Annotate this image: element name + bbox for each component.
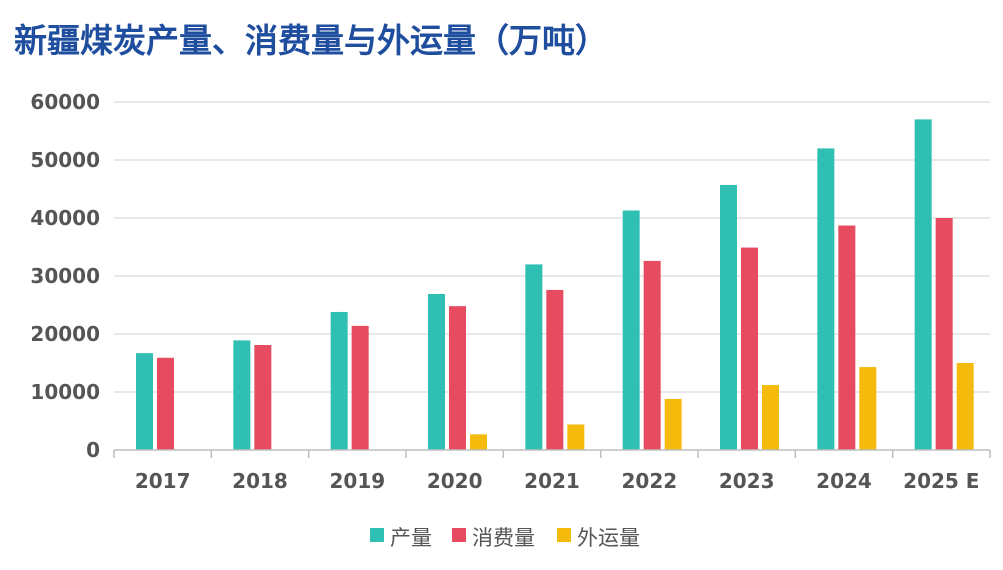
bar-2-2020 — [449, 306, 466, 450]
y-tick-label: 20000 — [30, 322, 100, 346]
bar-1-2025E — [914, 119, 932, 451]
bar-3-2022 — [664, 398, 682, 450]
legend-label: 外运量 — [577, 526, 640, 550]
x-tick-label: 2023 — [719, 469, 775, 493]
legend-swatch — [370, 528, 384, 542]
legend-label: 消费量 — [472, 526, 535, 550]
bar-1-2018 — [233, 340, 251, 450]
x-tick-label: 2017 — [135, 469, 191, 493]
bar-1-2024 — [817, 148, 835, 450]
x-tick-label: 2024 — [816, 469, 872, 493]
bar-2-2021 — [546, 289, 564, 450]
bar-1-2021 — [525, 264, 543, 450]
legend-swatch — [452, 528, 466, 542]
bar-3-2020 — [470, 434, 487, 450]
bar-2-2017 — [157, 357, 174, 450]
y-tick-label: 10000 — [30, 380, 100, 404]
y-tick-label: 30000 — [30, 264, 100, 288]
legend-swatch — [557, 528, 571, 542]
bar-2-2023 — [741, 247, 758, 450]
y-tick-label: 60000 — [30, 90, 100, 114]
y-tick-label: 0 — [86, 438, 100, 462]
legend: 产量 消费量 外运量 — [370, 526, 640, 550]
bar-2-2024 — [838, 225, 856, 450]
x-tick-label: 2021 — [524, 469, 580, 493]
bar-1-2022 — [622, 210, 640, 450]
bar-1-2017 — [136, 353, 153, 450]
x-tick-label: 2019 — [329, 469, 385, 493]
bar-3-2021 — [567, 424, 585, 450]
bar-1-2019 — [330, 311, 348, 450]
x-tick-label: 2018 — [232, 469, 288, 493]
bar-3-2025E — [956, 363, 974, 450]
legend-label: 产量 — [390, 526, 432, 550]
x-tick-label: 2022 — [621, 469, 677, 493]
bar-3-2023 — [762, 385, 779, 450]
bar-2-2019 — [351, 325, 369, 450]
bar-2-2022 — [643, 260, 661, 450]
bar-1-2020 — [428, 293, 445, 450]
bar-2-2018 — [254, 345, 272, 450]
bars — [136, 119, 974, 451]
bar-3-2024 — [859, 367, 877, 450]
x-tick-label: 2020 — [427, 469, 483, 493]
chart-title: 新疆煤炭产量、消费量与外运量（万吨） — [14, 21, 608, 60]
y-tick-label: 40000 — [30, 206, 100, 230]
x-tick-label: 2025 E — [903, 469, 979, 493]
y-tick-label: 50000 — [30, 148, 100, 172]
bar-1-2023 — [720, 184, 737, 450]
bar-2-2025E — [935, 218, 953, 450]
axes: 0 10000 20000 30000 40000 50000 60000 2017 2018 2… — [30, 90, 991, 493]
